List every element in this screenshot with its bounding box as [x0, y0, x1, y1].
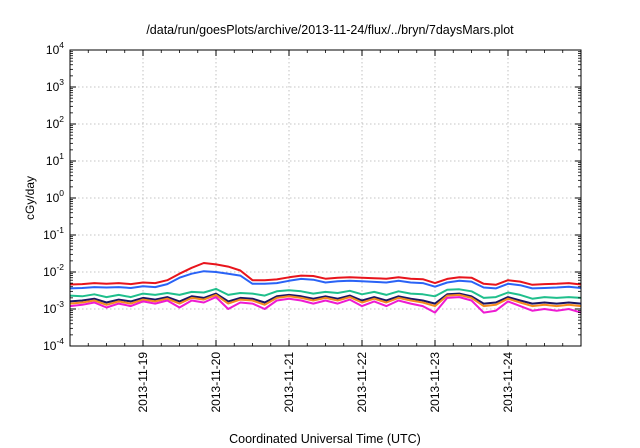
x-tick-label: 2013-11-20 [209, 352, 223, 413]
y-axis-ticks: 10-4 10-3 10-2 10-1 100 101 102 103 104 [43, 40, 581, 353]
series-line [69, 296, 582, 314]
y-tick-label: 102 [46, 114, 64, 131]
series-line [69, 270, 582, 290]
series-line [69, 287, 582, 300]
x-tick-label: 2013-11-19 [136, 352, 150, 413]
y-tick-label: 104 [46, 40, 64, 57]
x-axis-label: Coordinated Universal Time (UTC) [229, 432, 421, 446]
y-tick-label: 10-2 [43, 262, 64, 279]
series-line [69, 262, 582, 286]
y-tick-label: 10-3 [43, 299, 64, 316]
series-lines [69, 262, 582, 314]
x-axis-ticks: 2013-11-19 2013-11-20 2013-11-21 2013-11-22… [87, 50, 564, 413]
series-line [69, 293, 582, 308]
y-tick-label: 103 [46, 77, 64, 94]
y-tick-label: 10-4 [43, 336, 64, 353]
x-tick-label: 2013-11-24 [501, 352, 515, 413]
x-tick-label: 2013-11-23 [428, 352, 442, 413]
y-tick-label: 101 [46, 151, 64, 168]
x-tick-label: 2013-11-22 [355, 352, 369, 413]
chart-title: /data/run/goesPlots/archive/2013-11-24/f… [146, 23, 514, 37]
y-tick-label: 10-1 [43, 225, 64, 242]
grid [70, 50, 581, 346]
x-tick-label: 2013-11-21 [282, 352, 296, 413]
y-tick-label: 100 [46, 188, 64, 205]
series-line [69, 292, 582, 305]
y-axis-label: cGy/day [23, 176, 37, 220]
